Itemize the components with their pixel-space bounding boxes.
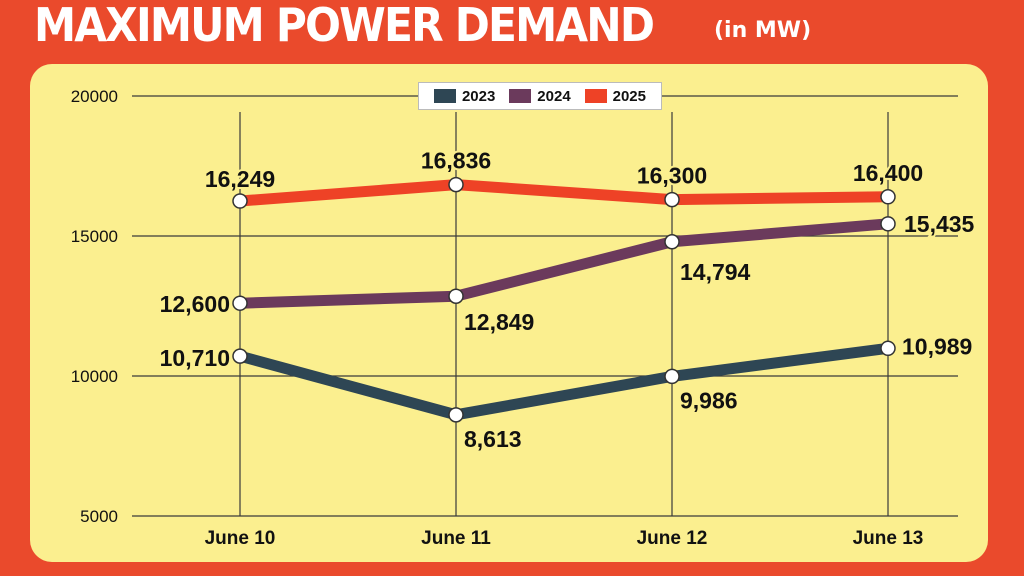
chart-panel <box>30 64 988 562</box>
data-label-2025: 16,249 <box>205 166 275 192</box>
data-label-2024: 15,435 <box>904 211 975 237</box>
data-point-2023 <box>448 407 464 423</box>
x-tick-label: June 10 <box>205 528 276 549</box>
data-point-2025 <box>880 189 896 205</box>
legend-item-2023: 2023 <box>433 87 496 105</box>
legend-swatch-2025 <box>584 89 607 103</box>
data-label-2024: 12,849 <box>464 309 534 335</box>
data-label-2023: 9,986 <box>680 387 738 413</box>
series-line-2025 <box>234 179 894 207</box>
data-point-2024 <box>664 234 680 250</box>
data-point-2023 <box>664 368 680 385</box>
data-label-2023: 10,989 <box>902 333 972 359</box>
data-label-2024: 12,600 <box>160 291 230 317</box>
legend: 2023 2024 2025 <box>418 82 662 110</box>
data-point-2023 <box>880 340 896 357</box>
data-point-2024 <box>880 216 896 232</box>
data-label-2025: 16,400 <box>853 160 923 186</box>
data-point-2024 <box>448 288 464 304</box>
series-line-2023 <box>234 342 894 421</box>
chart-title: MAXIMUM POWER DEMAND <box>34 0 655 52</box>
legend-item-2025: 2025 <box>584 87 646 105</box>
legend-label-2024: 2024 <box>537 87 571 105</box>
legend-swatch-2024 <box>509 89 532 103</box>
data-label-2024: 14,794 <box>680 259 751 285</box>
data-label-2023: 10,710 <box>160 345 230 371</box>
y-tick-label: 20000 <box>71 87 118 106</box>
data-point-2025 <box>448 176 464 193</box>
legend-label-2025: 2025 <box>612 87 646 105</box>
legend-swatch-2023 <box>433 89 456 103</box>
legend-label-2023: 2023 <box>461 87 496 105</box>
series-line-2024 <box>234 218 894 309</box>
data-label-2025: 16,300 <box>637 163 707 189</box>
y-tick-label: 15000 <box>71 227 118 246</box>
data-point-2023 <box>232 348 248 364</box>
data-point-2025 <box>664 191 680 208</box>
title-bar: MAXIMUM POWER DEMAND (in MW) <box>0 0 1024 64</box>
data-point-2024 <box>232 295 248 311</box>
y-tick-label: 5000 <box>80 507 118 526</box>
x-tick-label: June 12 <box>637 528 708 549</box>
legend-item-2024: 2024 <box>509 87 571 105</box>
chart-unit: (in MW) <box>714 18 812 43</box>
x-tick-label: June 13 <box>853 528 924 549</box>
y-tick-label: 10000 <box>71 367 118 386</box>
data-point-2025 <box>232 193 248 209</box>
data-label-2025: 16,836 <box>421 148 491 174</box>
x-tick-label: June 11 <box>421 528 491 549</box>
data-label-2023: 8,613 <box>464 426 522 452</box>
